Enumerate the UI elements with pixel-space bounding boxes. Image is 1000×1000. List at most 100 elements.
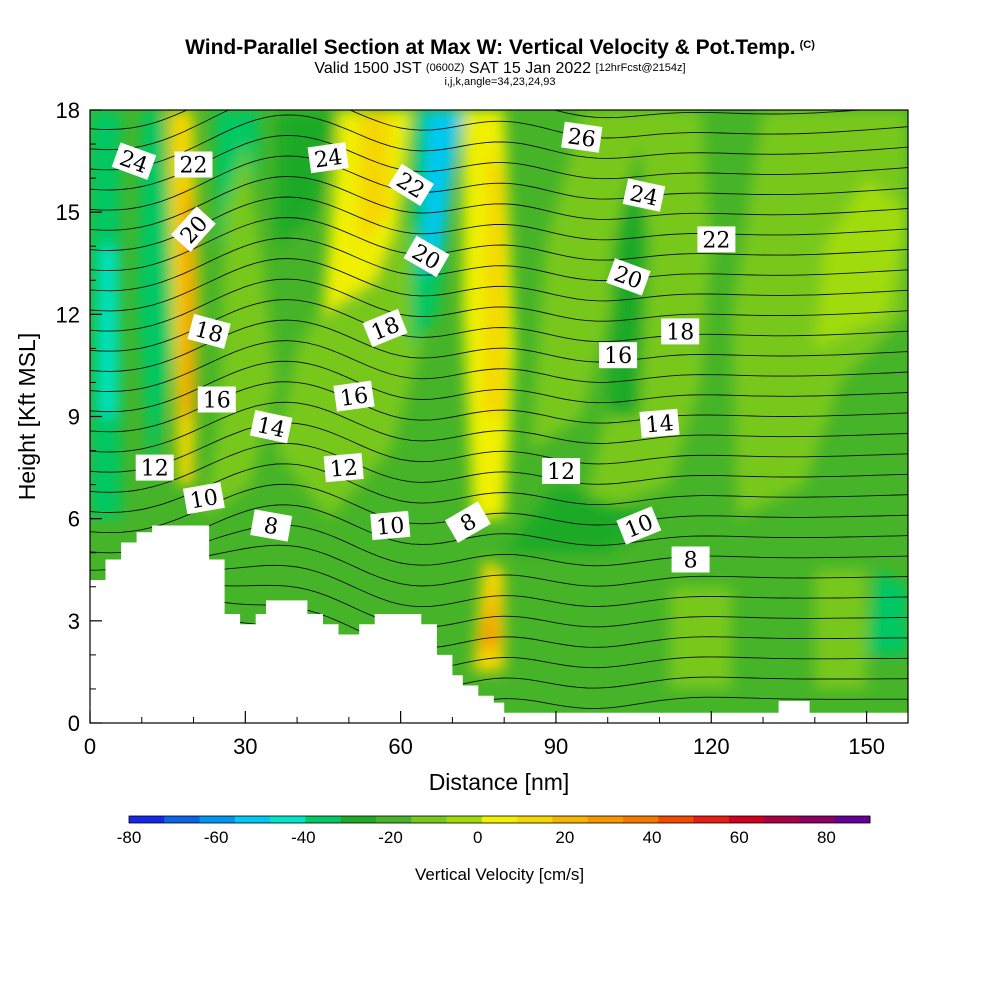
contour-label-16: 16: [599, 342, 638, 369]
theta-contour-line: [90, 564, 908, 608]
contour-label-24: 24: [307, 142, 349, 174]
contour-label-text: 14: [255, 413, 288, 443]
contour-label-text: 12: [141, 457, 169, 482]
contour-label-14: 14: [639, 408, 680, 438]
colorbar-swatch: [587, 816, 624, 823]
theta-contour-line: [90, 155, 908, 211]
colorbar-swatch: [799, 816, 836, 823]
theta-contour-line: [90, 360, 908, 413]
theta-contour-line: [90, 134, 908, 191]
field-region: [669, 586, 732, 689]
valid-date: SAT 15 Jan 2022: [468, 60, 592, 77]
y-axis-title: Height [Kft MSL]: [14, 333, 40, 500]
contour-label-12: 12: [135, 454, 174, 482]
x-tick-label: 0: [84, 734, 96, 759]
contour-label-text: 16: [604, 344, 632, 369]
contour-label-text: 8: [684, 549, 698, 574]
y-tick-label: 18: [56, 98, 80, 123]
contour-label-text: 18: [666, 320, 694, 345]
colorbar-swatch: [658, 816, 695, 823]
contour-label-box: [323, 452, 364, 483]
theta-contour-line: [90, 340, 908, 392]
field-region: [814, 178, 908, 349]
colorbar-tick-label: -40: [291, 828, 316, 847]
valid-utc: (0600Z): [425, 62, 465, 74]
x-tick-label: 90: [544, 734, 568, 759]
colorbar-tick-label: 60: [730, 828, 749, 847]
theta-contour-line: [90, 422, 908, 473]
contour-label-12: 12: [542, 458, 581, 485]
field-region: [866, 569, 908, 655]
colorbar-title: Vertical Velocity [cm/s]: [415, 865, 584, 884]
contour-label-box: [333, 380, 375, 412]
contour-label-text: 12: [547, 460, 575, 485]
field-region: [581, 110, 712, 519]
contour-label-18: 18: [661, 318, 700, 345]
colorbar-swatch: [234, 816, 271, 823]
colorbar-frame: [128, 815, 871, 824]
theta-contour-line: [90, 524, 908, 571]
colorbar-swatch: [411, 816, 448, 823]
contour-label-box: [135, 454, 174, 481]
y-tick-label: 9: [68, 405, 80, 430]
theta-contour-line: [90, 463, 908, 513]
field-region: [814, 569, 867, 689]
contour-label-text: 26: [566, 124, 597, 153]
contour-label-text: 24: [627, 181, 660, 211]
contour-label-14: 14: [249, 410, 293, 444]
theta-contour-line: [90, 544, 908, 590]
contour-label-box: [171, 206, 216, 253]
contour-label-box: [444, 501, 491, 543]
contour-label-text: 8: [262, 513, 280, 540]
contour-label-box: [661, 318, 700, 345]
y-tick-label: 0: [68, 711, 80, 736]
colorbar-swatch: [552, 816, 589, 823]
x-tick-label: 150: [848, 734, 885, 759]
contour-label-text: 12: [329, 455, 359, 482]
valid-time-line: Valid 1500 JST (0600Z) SAT 15 Jan 2022 […: [0, 60, 1000, 78]
chart-title: Wind-Parallel Section at Max W: Vertical…: [0, 36, 1000, 60]
forecast-info: [12hrFcst@2154z]: [595, 62, 686, 74]
x-tick-label: 120: [693, 734, 730, 759]
contour-label-8: 8: [671, 546, 710, 574]
colorbar-tick-label: -20: [378, 828, 403, 847]
contour-label-20: 20: [171, 206, 216, 253]
theta-contour-line: [90, 584, 908, 628]
colorbar-swatch: [199, 816, 236, 823]
contour-label-box: [111, 142, 157, 180]
valid-prefix: Valid 1500 JST: [314, 60, 422, 77]
field-region: [421, 110, 463, 281]
theta-contour-line: [90, 483, 908, 534]
contour-label-16: 16: [333, 380, 375, 412]
y-tick-label: 3: [68, 609, 80, 634]
y-tick-label: 15: [56, 200, 80, 225]
colorbar-swatch: [728, 816, 765, 823]
contour-label-text: 16: [339, 383, 370, 412]
colorbar-swatch: [376, 816, 412, 823]
grid-params: i,j,k,angle=34,23,24,93: [444, 76, 556, 88]
colorbar-swatch: [270, 816, 306, 823]
terrain-mask: [90, 525, 908, 723]
copyright-mark: (C): [799, 39, 815, 51]
theta-contour-line: [90, 110, 866, 130]
colorbar-swatch: [305, 816, 342, 823]
contour-label-text: 22: [180, 154, 208, 179]
colorbar-swatch: [340, 816, 377, 823]
theta-contour-line: [90, 110, 908, 151]
contour-label-22: 22: [697, 226, 736, 253]
contour-label-10: 10: [370, 510, 411, 541]
contour-label-box: [182, 482, 225, 515]
colorbar-tick-label: 20: [555, 828, 574, 847]
colorbar: -80 -60 -40 -20 0 20 40 60 80 Vertical Velocity […: [117, 815, 871, 884]
contour-label-8: 8: [250, 509, 293, 542]
colorbar-swatch: [764, 816, 800, 823]
contour-label-box: [403, 235, 450, 278]
field-region: [276, 212, 432, 519]
theta-contour-line: [90, 217, 908, 272]
contour-label-box: [250, 509, 293, 542]
colorbar-swatch: [481, 816, 518, 823]
axes: 0 30 60 90 120 150 0 3 6 9 12 15 18 Distance [nm] Heig…: [14, 98, 885, 795]
y-tick-label: 12: [56, 302, 80, 327]
